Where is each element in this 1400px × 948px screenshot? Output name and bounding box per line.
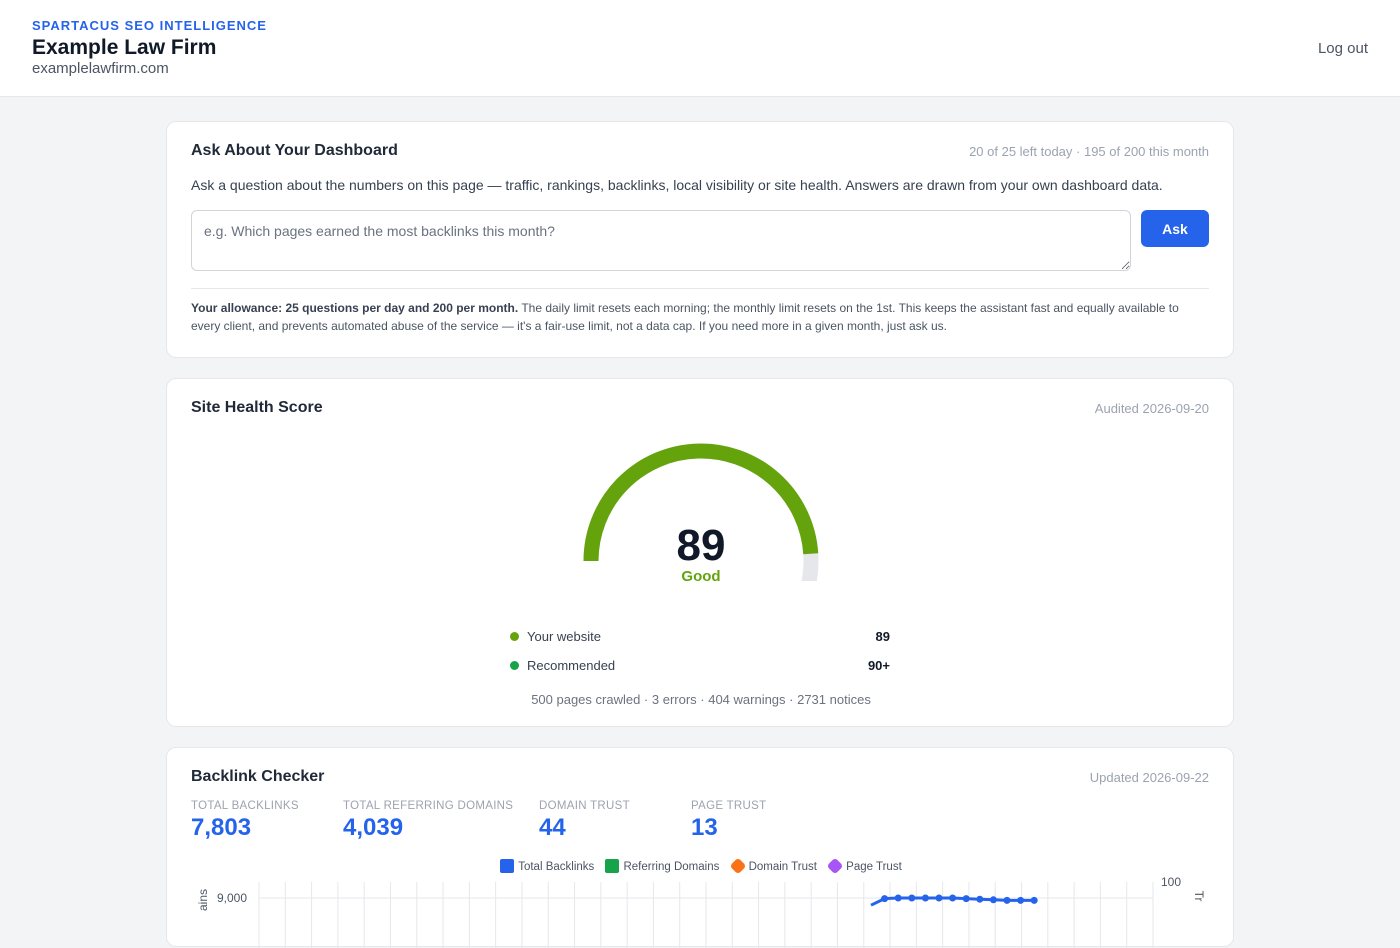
legend-swatch bbox=[729, 857, 746, 875]
stat-label: TOTAL REFERRING DOMAINS bbox=[343, 800, 514, 812]
backlink-checker-card: Backlink Checker Updated 2026-09-22 TOTA… bbox=[166, 747, 1235, 948]
stat-label: PAGE TRUST bbox=[691, 800, 767, 812]
legend-swatch bbox=[500, 859, 515, 873]
health-score: 89 bbox=[676, 521, 726, 570]
y-right-tick: 100 bbox=[1161, 876, 1181, 889]
stat-label: DOMAIN TRUST bbox=[539, 800, 630, 812]
stat-value: 7,803 bbox=[191, 814, 252, 841]
data-point[interactable] bbox=[976, 895, 984, 903]
data-point[interactable] bbox=[1003, 896, 1011, 904]
legend-text: Referring Domains bbox=[623, 861, 720, 873]
legend-label: Recommended bbox=[527, 658, 616, 673]
site-health-card: Site Health Score Audited 2026-09-20 89 … bbox=[166, 378, 1234, 727]
chart-legend: Total Backlinks Referring Domains Domain… bbox=[167, 857, 1235, 875]
data-point[interactable] bbox=[1017, 896, 1025, 904]
allowance-bold: Your allowance: 25 questions per day and… bbox=[191, 301, 519, 315]
legend-recommended: Recommended 90+ bbox=[510, 656, 890, 676]
top-bar: SPARTACUS SEO INTELLIGENCE Example Law F… bbox=[0, 0, 1400, 97]
stat-label: TOTAL BACKLINKS bbox=[191, 800, 299, 812]
data-point[interactable] bbox=[949, 894, 957, 902]
legend-your-website: Your website 89 bbox=[510, 627, 890, 647]
backlink-card-title: Backlink Checker bbox=[191, 768, 325, 785]
data-point[interactable] bbox=[935, 894, 943, 902]
chart-grid bbox=[258, 882, 1154, 948]
ask-description: Ask a question about the numbers on this… bbox=[191, 177, 1163, 193]
legend-text: Domain Trust bbox=[748, 861, 817, 873]
legend-item-domain-trust[interactable]: Domain Trust bbox=[729, 857, 817, 875]
health-gauge bbox=[583, 443, 819, 581]
legend-dot bbox=[510, 661, 519, 670]
legend-dot bbox=[510, 632, 519, 641]
crawl-summary: 500 pages crawled · 3 errors · 404 warni… bbox=[531, 692, 871, 707]
data-point[interactable] bbox=[1030, 896, 1038, 904]
logout-button[interactable]: Log out bbox=[1317, 40, 1368, 57]
stat-referring-domains: TOTAL REFERRING DOMAINS 4,039 bbox=[343, 800, 513, 842]
legend-swatch bbox=[826, 857, 844, 875]
stat-value: 44 bbox=[539, 814, 566, 841]
legend-item-referring-domains[interactable]: Referring Domains bbox=[605, 859, 719, 873]
legend-text: Page Trust bbox=[846, 861, 902, 873]
ask-dashboard-card: Ask About Your Dashboard 20 of 25 left t… bbox=[166, 121, 1234, 358]
brand-label: SPARTACUS SEO INTELLIGENCE bbox=[32, 18, 267, 33]
stat-domain-trust: DOMAIN TRUST 44 bbox=[539, 800, 630, 842]
legend-text: Total Backlinks bbox=[518, 861, 595, 873]
allowance-text: The daily limit resets each morning; the… bbox=[191, 301, 1179, 333]
y-left-label: ains bbox=[196, 889, 210, 911]
legend-label: Your website bbox=[527, 629, 601, 644]
health-rating: Good bbox=[681, 568, 721, 585]
divider bbox=[191, 288, 1209, 289]
data-point[interactable] bbox=[894, 894, 902, 902]
legend-swatch bbox=[605, 859, 620, 873]
ask-button[interactable]: Ask bbox=[1141, 210, 1209, 247]
legend-value: 90+ bbox=[867, 658, 890, 673]
legend-item-total-backlinks[interactable]: Total Backlinks bbox=[500, 859, 594, 873]
stat-page-trust: PAGE TRUST 13 bbox=[691, 800, 766, 842]
ask-quota: 20 of 25 left today · 195 of 200 this mo… bbox=[969, 144, 1209, 159]
gauge-arc bbox=[583, 443, 819, 562]
stat-value: 4,039 bbox=[343, 814, 404, 841]
y-left-tick: 9,000 bbox=[217, 891, 247, 905]
backlink-chart: 9,000 100 ains Tr bbox=[196, 876, 1206, 948]
data-point[interactable] bbox=[881, 895, 889, 903]
ask-card-title: Ask About Your Dashboard bbox=[191, 142, 398, 159]
stat-value: 13 bbox=[691, 814, 718, 841]
question-input[interactable] bbox=[191, 210, 1131, 271]
legend-value: 89 bbox=[875, 629, 890, 644]
stat-total-backlinks: TOTAL BACKLINKS 7,803 bbox=[191, 800, 299, 842]
health-card-title: Site Health Score bbox=[191, 399, 323, 416]
legend-item-page-trust[interactable]: Page Trust bbox=[826, 857, 902, 875]
data-point[interactable] bbox=[962, 895, 970, 903]
audit-date: Audited 2026-09-20 bbox=[1094, 401, 1209, 416]
data-point[interactable] bbox=[921, 894, 929, 902]
y-right-label: Tr bbox=[1192, 891, 1206, 902]
data-point[interactable] bbox=[908, 894, 916, 902]
firm-name: Example Law Firm bbox=[32, 36, 217, 59]
backlink-updated: Updated 2026-09-22 bbox=[1089, 770, 1209, 785]
site-domain: examplelawfirm.com bbox=[32, 60, 169, 77]
allowance-note: Your allowance: 25 questions per day and… bbox=[191, 299, 1209, 335]
